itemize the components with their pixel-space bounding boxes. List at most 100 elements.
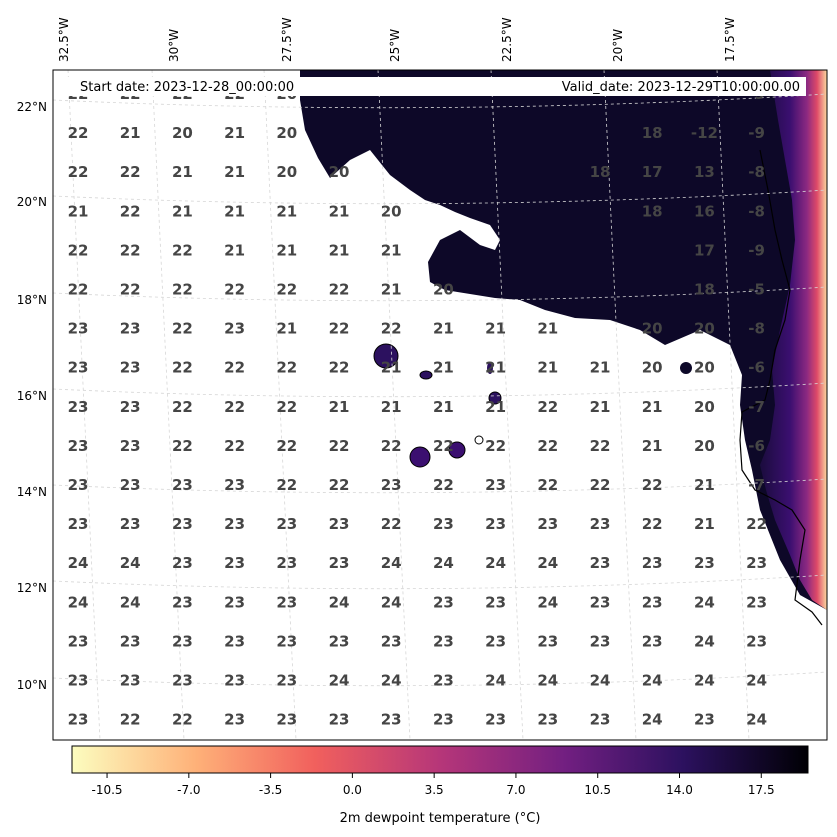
grid-value: 21 xyxy=(172,163,193,181)
grid-value: 22 xyxy=(68,281,89,299)
grid-value: 23 xyxy=(276,554,297,572)
grid-value: 22 xyxy=(537,437,558,455)
grid-value: 22 xyxy=(172,241,193,259)
grid-value: 22 xyxy=(276,476,297,494)
valid-date-label: Valid_date: 2023-12-29T10:00:00.00 xyxy=(562,80,800,95)
grid-value: 23 xyxy=(276,593,297,611)
grid-value: -12 xyxy=(691,124,718,142)
grid-value: 21 xyxy=(120,124,141,142)
grid-value: 23 xyxy=(746,554,767,572)
colorbar-tick-label: 17.5 xyxy=(748,783,775,797)
grid-value: 23 xyxy=(172,515,193,533)
grid-value: 23 xyxy=(68,515,89,533)
grid-value: 21 xyxy=(381,398,402,416)
grid-value: 23 xyxy=(224,593,245,611)
grid-value: 23 xyxy=(590,554,611,572)
grid-value: 20 xyxy=(172,124,193,142)
latitude-labels: 22°N 20°N 18°N 16°N 14°N 12°N 10°N xyxy=(17,100,47,692)
grid-value: -8 xyxy=(748,202,765,220)
grid-value: 21 xyxy=(381,281,402,299)
island-maio xyxy=(680,362,692,374)
grid-value: 23 xyxy=(381,476,402,494)
grid-value: 23 xyxy=(172,632,193,650)
grid-value: 24 xyxy=(329,593,350,611)
grid-value: 22 xyxy=(120,281,141,299)
parallel-line xyxy=(53,189,827,205)
meridian-line xyxy=(263,70,297,740)
island-santo-antao xyxy=(373,343,399,369)
grid-value: 22 xyxy=(172,359,193,377)
grid-value: 24 xyxy=(590,672,611,690)
lat-label: 16°N xyxy=(17,389,47,403)
grid-value: 22 xyxy=(381,515,402,533)
grid-value: 13 xyxy=(694,163,715,181)
grid-value: 24 xyxy=(746,711,767,729)
grid-value: 22 xyxy=(120,163,141,181)
grid-value: 22 xyxy=(590,437,611,455)
grid-value: 22 xyxy=(537,398,558,416)
grid-value: 23 xyxy=(381,711,402,729)
grid-value: 21 xyxy=(537,359,558,377)
meridian-line xyxy=(67,70,101,740)
colorbar-tick-label: 7.0 xyxy=(506,783,525,797)
grid-value: 18 xyxy=(642,124,663,142)
grid-value: 16 xyxy=(694,202,715,220)
grid-value: 21 xyxy=(224,241,245,259)
parallel-line xyxy=(53,382,827,398)
grid-value: 24 xyxy=(433,554,454,572)
grid-value: 21 xyxy=(642,398,663,416)
island-santiago xyxy=(409,446,431,468)
grid-value: -8 xyxy=(748,320,765,338)
grid-value: 23 xyxy=(694,554,715,572)
grid-value: 23 xyxy=(590,632,611,650)
grid-value: 22 xyxy=(276,437,297,455)
grid-value: 21 xyxy=(381,359,402,377)
lon-label: 17.5°W xyxy=(723,17,737,62)
grid-value: 23 xyxy=(329,515,350,533)
grid-value: 21 xyxy=(329,398,350,416)
grid-value: 20 xyxy=(276,124,297,142)
grid-value: 23 xyxy=(694,711,715,729)
grid-value: 23 xyxy=(433,632,454,650)
colorbar-tick-label: 14.0 xyxy=(666,783,693,797)
grid-value: 23 xyxy=(433,672,454,690)
grid-value: 24 xyxy=(485,554,506,572)
grid-value: 23 xyxy=(642,593,663,611)
grid-value: 24 xyxy=(537,593,558,611)
grid-value: 22 xyxy=(172,437,193,455)
grid-value: 23 xyxy=(68,711,89,729)
grid-value: 24 xyxy=(746,672,767,690)
grid-value: 23 xyxy=(746,593,767,611)
grid-value: 23 xyxy=(485,515,506,533)
grid-value: 22 xyxy=(329,281,350,299)
island-sao-vicente xyxy=(419,370,433,380)
colorbar xyxy=(71,745,809,774)
grid-value: 22 xyxy=(120,711,141,729)
grid-value: 21 xyxy=(224,163,245,181)
colorbar-label: 2m dewpoint temperature (°C) xyxy=(340,811,541,826)
grid-value: 23 xyxy=(590,593,611,611)
lat-label: 20°N xyxy=(17,195,47,209)
grid-value: 23 xyxy=(120,632,141,650)
grid-value: 23 xyxy=(276,632,297,650)
colorbar-tick-label: -3.5 xyxy=(259,783,282,797)
grid-value: -8 xyxy=(748,163,765,181)
grid-value: 23 xyxy=(68,476,89,494)
grid-value: 23 xyxy=(68,320,89,338)
grid-value: 21 xyxy=(433,320,454,338)
grid-value: 23 xyxy=(590,515,611,533)
grid-value: 23 xyxy=(120,515,141,533)
grid-value: 22 xyxy=(276,359,297,377)
island-brava xyxy=(474,435,484,445)
grid-value: 22 xyxy=(68,241,89,259)
colorbar-tick-label: -10.5 xyxy=(92,783,123,797)
grid-value: 23 xyxy=(120,398,141,416)
grid-value: 24 xyxy=(642,672,663,690)
grid-value: 22 xyxy=(224,437,245,455)
lat-label: 22°N xyxy=(17,100,47,114)
lat-label: 10°N xyxy=(17,678,47,692)
grid-value: 23 xyxy=(537,711,558,729)
lon-label: 27.5°W xyxy=(280,17,294,62)
grid-value: 23 xyxy=(433,593,454,611)
